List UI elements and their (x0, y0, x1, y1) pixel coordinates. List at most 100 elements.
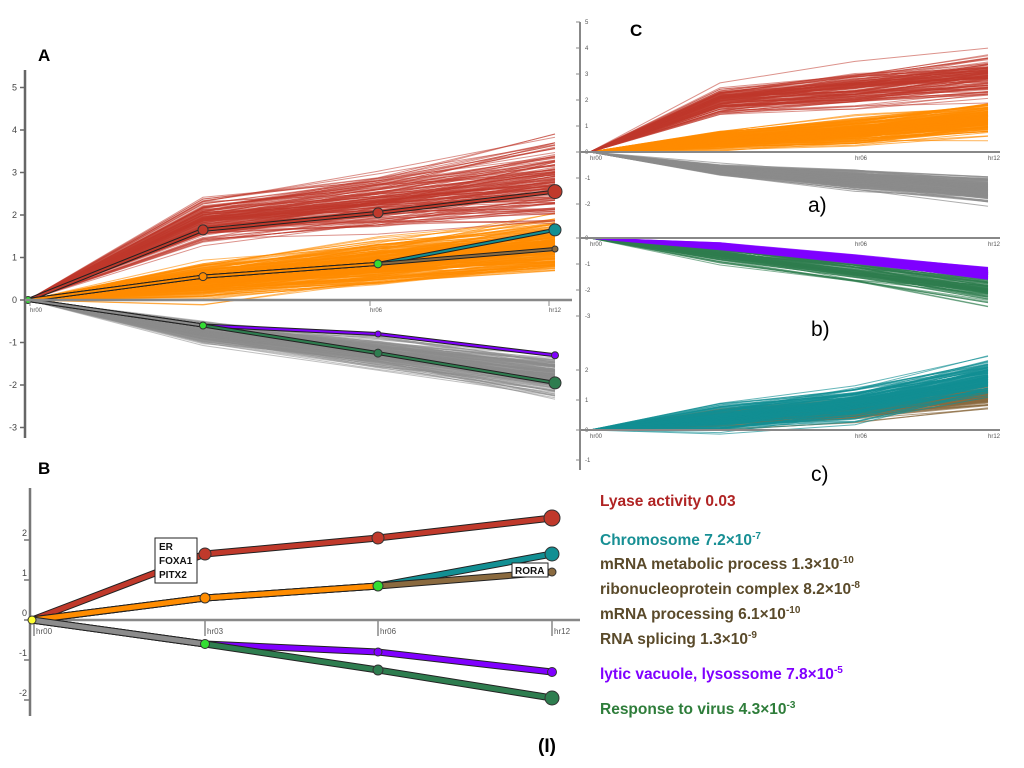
panel-a-axes: -3 -2 -1 0 1 2 3 4 5 hr00 hr06 hr12 (9, 70, 572, 438)
red-profile-line (589, 64, 989, 153)
red-profile-line (589, 86, 989, 153)
green-profile-line (589, 237, 989, 290)
legend-entry-exponent: -10 (785, 605, 801, 616)
y-tick-label: 1 (22, 568, 27, 578)
teal-profile-line (589, 387, 989, 431)
purple-node (547, 667, 557, 677)
y-tick-label: 4 (12, 125, 17, 135)
legend-entry-exponent: -8 (851, 580, 860, 591)
x-tick-label: hr00 (590, 156, 603, 162)
y-tick-label: 5 (585, 20, 589, 26)
red-profile-line (27, 186, 556, 301)
green-node (373, 348, 383, 358)
y-tick-label: -3 (585, 314, 591, 320)
teal-node (548, 223, 562, 237)
orange-profile-line (27, 262, 556, 301)
y-tick-label: 3 (12, 168, 17, 178)
branch-node (199, 321, 207, 330)
red-profile-line (27, 146, 556, 301)
purple-profile-line (589, 237, 989, 276)
legend-entry-exponent: -5 (833, 665, 843, 676)
x-tick-label: hr00 (30, 308, 43, 314)
red-profile-line (589, 72, 989, 153)
y-tick-label: -1 (19, 648, 27, 658)
green-profile-line (589, 237, 989, 308)
red-profile-line (589, 80, 989, 153)
green-profile-line (589, 237, 989, 299)
y-tick-label: -2 (585, 288, 591, 294)
legend-entry-text: Lyase activity 0.03 (600, 493, 736, 510)
red-profile-line (27, 185, 556, 301)
red-profile-line (589, 67, 989, 153)
legend-entry-text: mRNA metabolic process 1.3×10 (600, 556, 840, 573)
red-profile-line (27, 196, 556, 301)
brown-node (547, 567, 557, 577)
y-tick-label: 3 (585, 72, 589, 78)
red-node (543, 509, 561, 527)
teal-node (544, 546, 560, 562)
branch-node (200, 639, 210, 649)
red-node (197, 224, 209, 236)
orange-profile-line (589, 109, 989, 153)
panel-cc-label: c) (811, 463, 829, 486)
y-tick-label: 2 (22, 528, 27, 538)
y-tick-label: 2 (585, 98, 589, 104)
legend-entry-text: Chromosome 7.2×10 (600, 532, 753, 549)
green-node (372, 664, 384, 676)
y-tick-label: -1 (585, 458, 591, 464)
orange-profile-line (27, 226, 556, 301)
y-tick-label: 0 (22, 608, 27, 618)
x-tick-label: hr12 (988, 242, 1001, 248)
y-tick-label: 1 (585, 398, 589, 404)
gene-label-box-rora: RORA (511, 562, 549, 578)
legend-entry-text: Response to virus 4.3×10 (600, 701, 787, 718)
panel-a-chart: -3 -2 -1 0 1 2 3 4 5 hr00 hr06 hr12 (9, 70, 572, 438)
gray-profile-line (589, 151, 989, 181)
orange-profile-line (589, 126, 989, 153)
panel-b-axes: -2 -1 0 1 2 hr00 hr03 hr06 hr12 (19, 488, 580, 716)
y-tick-label: 5 (12, 83, 17, 93)
x-tick-label: hr12 (988, 156, 1001, 162)
legend-entry-exponent: -9 (748, 630, 757, 641)
red-profile-line (27, 174, 556, 301)
gray-profile-line (589, 151, 989, 199)
x-tick-label: hr06 (855, 242, 868, 248)
orange-profile-line (27, 213, 556, 301)
x-tick-label: hr06 (855, 156, 868, 162)
branch-node (372, 580, 384, 592)
purple-node (374, 330, 382, 338)
orange-profile-line (589, 123, 989, 153)
panel-b-chart: -2 -1 0 1 2 hr00 hr03 hr06 hr12 (19, 488, 580, 716)
panel-b-label: B (38, 459, 50, 478)
red-profile-line (589, 102, 989, 153)
red-profile-line (27, 144, 556, 301)
y-tick-label: 1 (12, 253, 17, 263)
orange-node (198, 272, 208, 282)
purple-node (551, 351, 559, 360)
orange-profile-line (589, 114, 989, 153)
green-node (548, 376, 562, 390)
red-profile-line (27, 144, 556, 301)
red-profile-line (589, 93, 989, 153)
orange-profile-line (589, 104, 989, 153)
legend-entry-text: ribonucleoprotein complex 8.2×10 (600, 581, 852, 598)
gray-profile-line (27, 299, 556, 396)
gray-trunk-line (31, 617, 206, 647)
teal-profile-line (589, 377, 989, 431)
x-tick-label: hr00 (590, 434, 603, 440)
y-tick-label: -2 (585, 202, 591, 208)
orange-profile-line (27, 269, 556, 301)
red-node (198, 547, 212, 561)
gene-label-er: ER (159, 542, 174, 553)
brown-node (551, 245, 559, 253)
gene-label-box-er: ER FOXA1 PITX2 (154, 537, 198, 584)
red-profile-line (589, 81, 989, 153)
legend-entry-text: lytic vacuole, lysossome 7.8×10 (600, 666, 834, 683)
x-tick-label: hr00 (590, 242, 603, 248)
red-mean-line (31, 515, 553, 623)
red-profile-line (27, 133, 556, 301)
legend-entry: ribonucleoprotein complex 8.2×10-8 (600, 581, 860, 599)
orange-node (199, 592, 211, 604)
x-tick-label: hr06 (380, 627, 397, 636)
x-tick-label: hr00 (36, 627, 53, 636)
